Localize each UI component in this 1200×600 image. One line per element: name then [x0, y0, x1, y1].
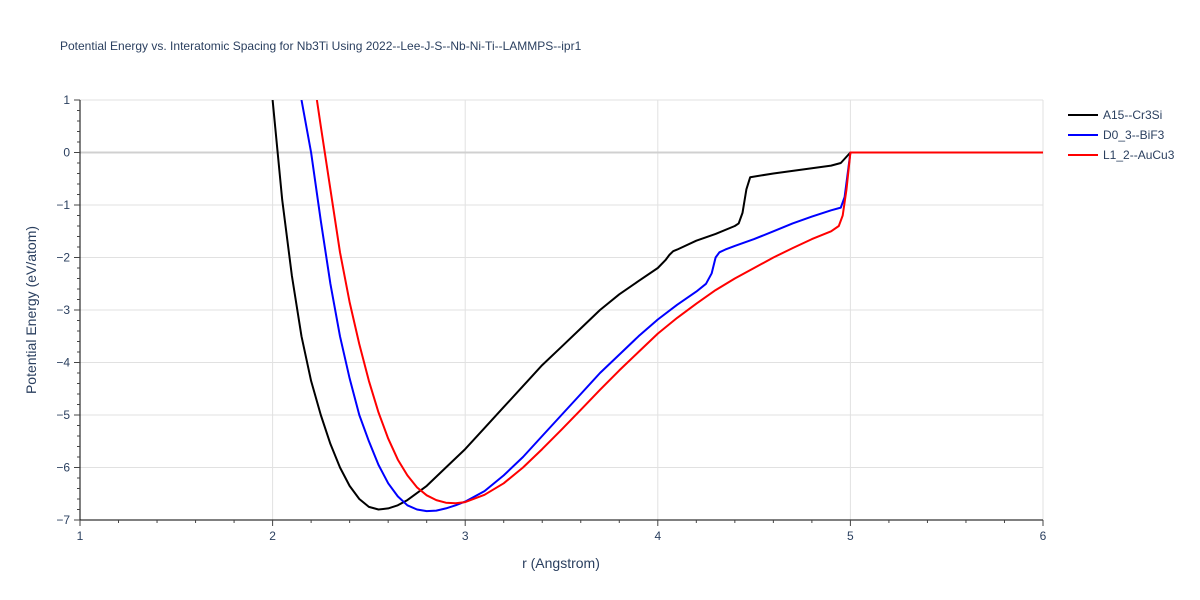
y-tick-label: −5 [56, 408, 70, 422]
y-tick-label: −4 [56, 356, 70, 370]
x-tick-label: 6 [1040, 529, 1047, 543]
chart-title: Potential Energy vs. Interatomic Spacing… [60, 39, 582, 53]
grid-lines [79, 99, 1044, 521]
x-tick-label: 4 [654, 529, 661, 543]
y-tick-label: 1 [63, 93, 70, 107]
y-tick-label: −6 [56, 461, 70, 475]
y-tick-label: −2 [56, 251, 70, 265]
y-tick-label: −3 [56, 303, 70, 317]
x-tick-label: 2 [269, 529, 276, 543]
legend-label: D0_3--BiF3 [1103, 128, 1165, 142]
plot-area [271, 100, 1043, 513]
axis-ticks: 1 2 3 4 5 6 1 0 −1 −2 −3 −4 −5 −6 −7 [56, 93, 1046, 543]
x-tick-label: 1 [77, 529, 84, 543]
y-tick-label: −7 [56, 513, 70, 527]
y-tick-label: 0 [63, 146, 70, 160]
legend-label: L1_2--AuCu3 [1103, 148, 1175, 162]
legend-label: A15--Cr3Si [1103, 108, 1162, 122]
legend-item[interactable]: A15--Cr3Si [1068, 108, 1162, 122]
y-axis-label: Potential Energy (eV/atom) [23, 226, 39, 394]
legend[interactable]: A15--Cr3Si D0_3--BiF3 L1_2--AuCu3 [1068, 108, 1175, 162]
y-tick-label: −1 [56, 198, 70, 212]
legend-item[interactable]: D0_3--BiF3 [1068, 128, 1165, 142]
series-line-d0-3-bif3 [300, 100, 1043, 513]
x-tick-label: 3 [462, 529, 469, 543]
x-tick-label: 5 [847, 529, 854, 543]
legend-item[interactable]: L1_2--AuCu3 [1068, 148, 1175, 162]
series-line-a15-cr3si [271, 100, 1043, 511]
x-axis-label: r (Angstrom) [522, 555, 600, 571]
series-line-l1-2-aucu3 [315, 100, 1043, 505]
